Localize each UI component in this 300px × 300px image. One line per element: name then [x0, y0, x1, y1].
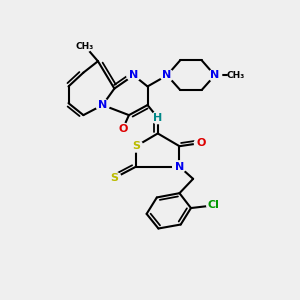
Text: O: O	[196, 138, 206, 148]
Circle shape	[129, 140, 143, 152]
Text: S: S	[132, 141, 140, 151]
Text: N: N	[98, 100, 107, 110]
Circle shape	[208, 70, 222, 81]
Text: CH₃: CH₃	[76, 42, 94, 51]
Text: N: N	[129, 70, 138, 80]
Circle shape	[160, 70, 174, 81]
Circle shape	[127, 70, 140, 81]
Text: O: O	[118, 124, 128, 134]
Circle shape	[116, 123, 130, 135]
Text: N: N	[210, 70, 219, 80]
Circle shape	[96, 99, 110, 111]
Circle shape	[78, 40, 92, 52]
Text: N: N	[175, 162, 184, 172]
Text: N: N	[163, 70, 172, 80]
Circle shape	[151, 112, 165, 124]
Circle shape	[194, 137, 208, 149]
Circle shape	[108, 172, 121, 184]
Circle shape	[207, 200, 220, 211]
Circle shape	[229, 70, 242, 81]
Text: CH₃: CH₃	[226, 71, 244, 80]
Text: S: S	[110, 173, 118, 183]
Text: H: H	[153, 113, 162, 123]
Circle shape	[173, 161, 186, 172]
Text: Cl: Cl	[208, 200, 220, 210]
